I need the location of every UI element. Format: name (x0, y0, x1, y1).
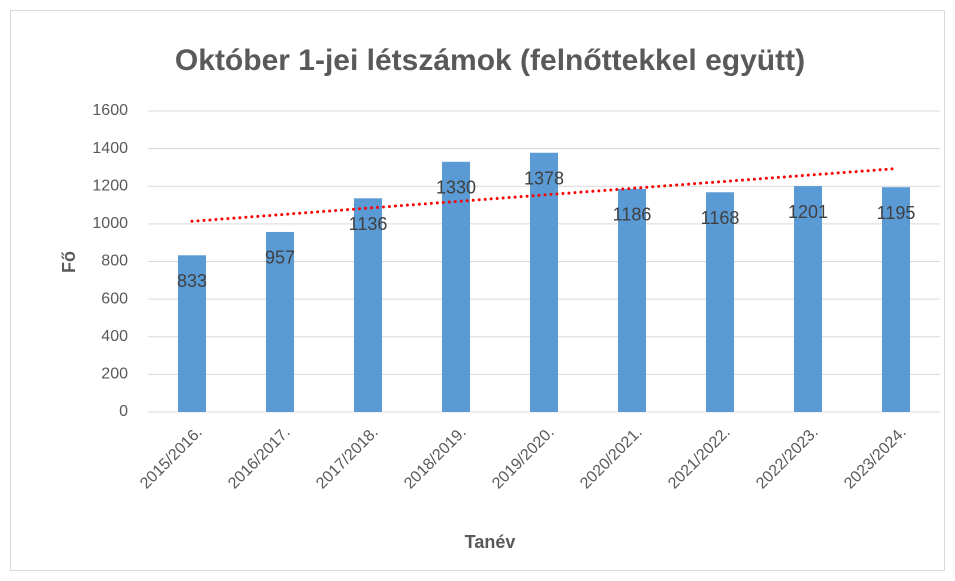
bar (706, 192, 734, 412)
data-label: 1201 (788, 202, 828, 222)
data-label: 833 (177, 271, 207, 291)
bar (442, 161, 470, 412)
bar (354, 198, 382, 412)
trendline (190, 167, 898, 223)
data-label: 1168 (701, 208, 740, 228)
y-tick-label: 1600 (92, 102, 128, 119)
chart-border (10, 10, 945, 571)
bar (178, 255, 206, 412)
bar (618, 188, 646, 412)
bar (794, 186, 822, 412)
data-label: 1330 (436, 178, 476, 198)
bar (530, 152, 558, 413)
y-tick-label: 1400 (92, 140, 128, 157)
y-tick-label: 200 (101, 366, 128, 383)
data-label: 1378 (524, 169, 564, 189)
y-tick-label: 600 (101, 290, 128, 307)
y-tick-label: 0 (119, 403, 128, 420)
y-tick-label: 1200 (92, 177, 128, 194)
data-label: 957 (265, 248, 295, 268)
bar (266, 231, 294, 412)
y-tick-label: 1000 (92, 215, 128, 232)
y-tick-label: 400 (101, 328, 128, 345)
data-label: 1186 (613, 205, 652, 225)
data-label: 1136 (349, 214, 388, 234)
chart-title: Október 1-jei létszámok (felnőttekkel eg… (175, 44, 805, 77)
x-axis-label: Tanév (465, 532, 516, 552)
y-tick-label: 800 (101, 253, 128, 270)
bar (882, 187, 910, 412)
y-axis-label: Fő (59, 251, 79, 273)
data-label: 1195 (877, 203, 916, 223)
